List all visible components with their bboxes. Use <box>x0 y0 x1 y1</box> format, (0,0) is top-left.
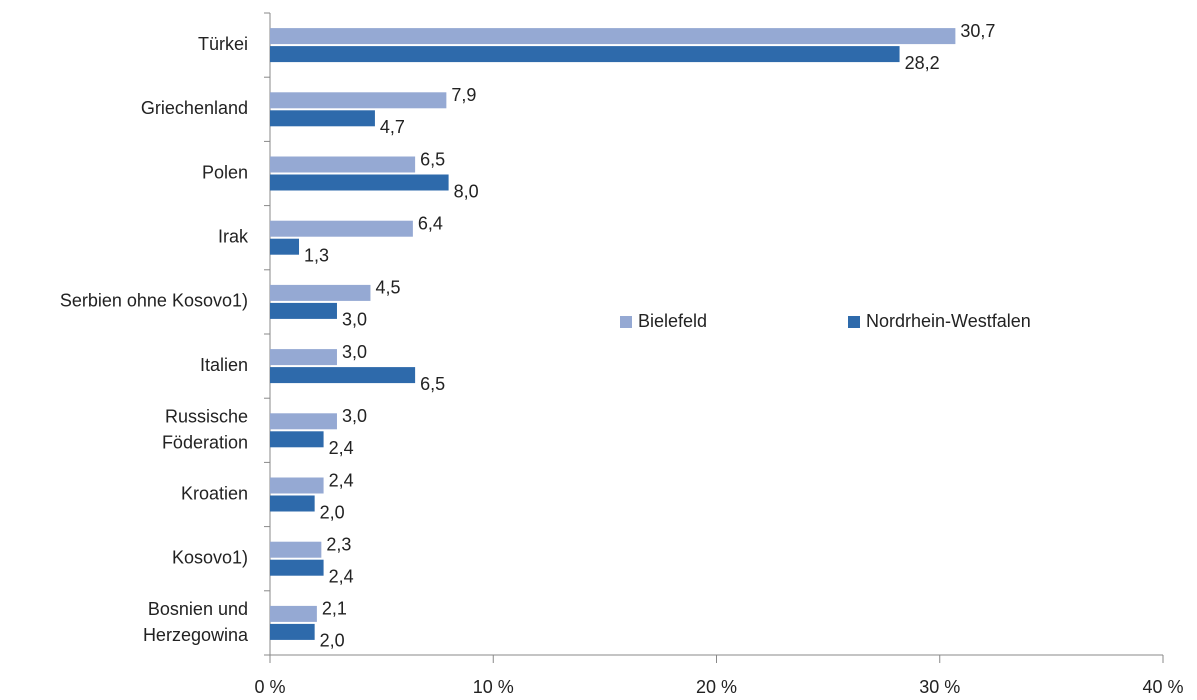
y-tick-label: Italien <box>200 355 248 375</box>
value-label: 2,4 <box>329 470 354 490</box>
value-label: 3,0 <box>342 342 367 362</box>
legend-label: Nordrhein-Westfalen <box>866 311 1031 331</box>
label-line: Herzegowina <box>143 625 249 645</box>
value-label: 6,5 <box>420 374 445 394</box>
bar <box>270 541 322 558</box>
y-tick-label: Polen <box>202 162 248 182</box>
y-tick-label: Türkei <box>198 34 248 54</box>
bar <box>270 220 413 237</box>
bar <box>270 92 447 109</box>
y-tick-label: Serbien ohne Kosovo1) <box>60 291 248 311</box>
bar <box>270 559 324 576</box>
bar <box>270 46 900 63</box>
legend-swatch <box>620 316 632 328</box>
x-tick-label: 0 % <box>254 677 285 697</box>
y-tick-label: Russische Föderation <box>162 406 248 452</box>
value-label: 2,3 <box>326 534 351 554</box>
value-label: 8,0 <box>454 181 479 201</box>
y-tick-label: Griechenland <box>141 98 248 118</box>
y-tick-label: Bosnien und Herzegowina <box>143 599 249 645</box>
value-label: 4,5 <box>375 278 400 298</box>
y-tick-label: Kosovo1) <box>172 547 248 567</box>
legend-label: Bielefeld <box>638 311 707 331</box>
value-label: 2,4 <box>329 438 354 458</box>
value-label: 3,0 <box>342 310 367 330</box>
value-label: 1,3 <box>304 245 329 265</box>
value-label: 3,0 <box>342 406 367 426</box>
y-tick-label: Irak <box>218 226 249 246</box>
bar <box>270 367 416 384</box>
y-tick-label: Kroatien <box>181 483 248 503</box>
label-line: Föderation <box>162 432 248 452</box>
bar <box>270 413 337 430</box>
value-label: 28,2 <box>905 53 940 73</box>
label-line: Bosnien und <box>148 599 248 619</box>
label-line: Russische <box>165 406 248 426</box>
value-label: 6,5 <box>420 149 445 169</box>
value-label: 2,1 <box>322 599 347 619</box>
x-tick-label: 40 % <box>1142 677 1183 697</box>
x-tick-label: 30 % <box>919 677 960 697</box>
x-tick-label: 20 % <box>696 677 737 697</box>
value-label: 2,0 <box>320 631 345 651</box>
bar <box>270 431 324 448</box>
bar <box>270 174 449 191</box>
bar <box>270 110 375 127</box>
bar <box>270 477 324 494</box>
bar <box>270 238 300 255</box>
bar <box>270 495 315 512</box>
bar <box>270 349 337 366</box>
value-label: 30,7 <box>960 21 995 41</box>
value-label: 2,4 <box>329 566 354 586</box>
value-label: 6,4 <box>418 213 443 233</box>
value-label: 7,9 <box>451 85 476 105</box>
value-label: 2,0 <box>320 502 345 522</box>
legend-swatch <box>848 316 860 328</box>
bar <box>270 605 317 622</box>
bar <box>270 284 371 301</box>
bar <box>270 623 315 640</box>
bar <box>270 156 416 173</box>
value-label: 4,7 <box>380 117 405 137</box>
bar <box>270 28 956 45</box>
x-tick-label: 10 % <box>473 677 514 697</box>
bar <box>270 302 337 319</box>
